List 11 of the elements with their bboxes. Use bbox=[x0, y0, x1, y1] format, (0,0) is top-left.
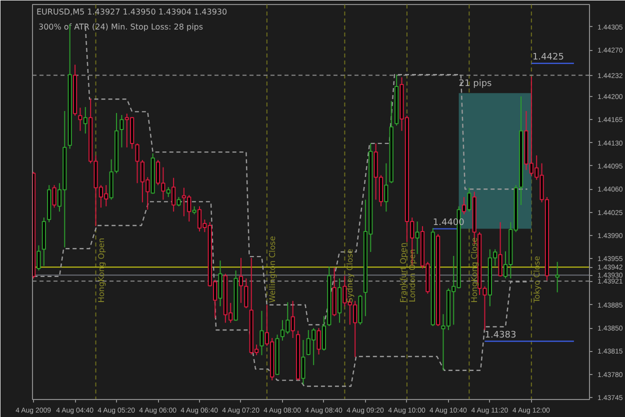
chart-title: EURUSD,M5 1.43927 1.43950 1.43904 1.43930 bbox=[36, 8, 228, 16]
annotation: London Open bbox=[408, 249, 417, 302]
ref-line-label: HongKong Close bbox=[470, 237, 480, 303]
ref-line-label: Tokyo Close bbox=[532, 256, 542, 304]
ref-line-label: Sydney Close bbox=[346, 248, 355, 303]
ref-line-label: Frankfurt Open bbox=[398, 242, 408, 303]
ref-line-label: Wellington Close bbox=[268, 236, 277, 303]
annotation: 1.4383 bbox=[484, 330, 516, 340]
annotation: 1.4425 bbox=[532, 52, 564, 62]
ref-line-label: HongKong Open bbox=[96, 238, 106, 303]
annotation: 21 pips bbox=[458, 79, 492, 90]
